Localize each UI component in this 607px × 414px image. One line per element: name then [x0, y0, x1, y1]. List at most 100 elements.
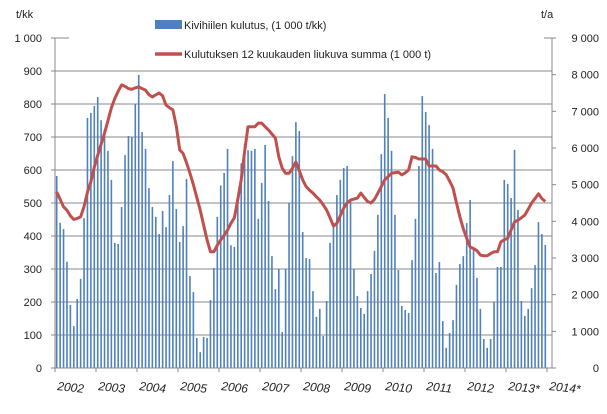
x-tick-label: 2006 [220, 379, 249, 396]
bar [373, 250, 376, 368]
bar [482, 338, 485, 368]
bar [390, 150, 393, 368]
bar [462, 256, 465, 368]
left-tick-label: 900 [24, 66, 42, 78]
bar [100, 120, 102, 368]
bar [493, 302, 495, 368]
bar [465, 223, 468, 368]
bar [250, 150, 253, 368]
bar [202, 336, 205, 368]
bar [254, 148, 256, 368]
bar [144, 148, 147, 368]
bar [107, 150, 109, 368]
bar [469, 200, 471, 368]
bar [486, 347, 489, 368]
bar [414, 218, 417, 368]
bar [424, 111, 427, 369]
bar [206, 337, 208, 368]
bar [377, 214, 379, 368]
bar [72, 326, 75, 368]
x-tick-label: 2005 [179, 379, 208, 396]
bar [472, 248, 475, 368]
bar [421, 96, 424, 368]
legend-bar-swatch [155, 20, 182, 29]
bar [137, 74, 140, 369]
bar [76, 299, 79, 368]
bar [182, 226, 184, 368]
left-tick-label: 500 [24, 198, 42, 210]
bar [383, 94, 386, 368]
bar [544, 244, 547, 368]
bar [349, 200, 352, 368]
bar [243, 143, 246, 368]
bar [124, 155, 126, 368]
right-tick-label: 1 000 [571, 326, 599, 338]
bar [336, 195, 338, 368]
rolling-sum-line [55, 83, 547, 258]
legend-bar-label: Kivihiilen kulutus, (1 000 t/kk) [184, 20, 326, 32]
bar [165, 227, 167, 368]
bar [277, 269, 280, 368]
left-tick-label: 300 [24, 264, 42, 276]
bar [339, 179, 342, 368]
bar [291, 156, 294, 368]
x-tick-label: 2012 [466, 379, 495, 396]
bar [230, 245, 232, 368]
bar [431, 148, 434, 368]
bar [523, 315, 526, 368]
bar [387, 117, 389, 368]
bar [476, 277, 478, 368]
right-tick-label: 3 000 [571, 253, 599, 265]
bar [192, 292, 195, 368]
bar [168, 195, 171, 368]
bar [189, 275, 191, 368]
bar [329, 242, 331, 368]
x-tick-label: 2011 [425, 379, 453, 396]
bar [418, 166, 420, 368]
line-series [55, 83, 547, 258]
bar [66, 261, 68, 368]
bar [380, 154, 383, 368]
bar [154, 216, 157, 368]
gridlines [55, 70, 552, 336]
x-tick-label: 2007 [261, 379, 291, 396]
bar [195, 337, 198, 368]
bar [233, 246, 236, 368]
left-axis-label: t/kk [16, 9, 34, 21]
x-tick-label: 2003 [97, 379, 126, 396]
bar [541, 234, 543, 368]
bar [271, 256, 273, 368]
left-tick-label: 700 [24, 132, 42, 144]
bar [96, 97, 99, 368]
bar [216, 216, 219, 368]
bar [356, 296, 359, 368]
right-tick-label: 8 000 [571, 70, 599, 82]
bar [455, 284, 458, 368]
x-tick-label: 2008 [302, 379, 331, 396]
bar [178, 241, 181, 368]
x-tick-label: 2010 [384, 379, 413, 396]
right-tick-label: 0 [593, 363, 599, 375]
bar [175, 208, 178, 368]
bar [445, 347, 448, 368]
bar [411, 260, 413, 368]
left-tick-label: 800 [24, 99, 42, 111]
left-tick-label: 600 [24, 165, 42, 177]
bar [517, 209, 519, 368]
bar [219, 185, 222, 368]
bar [247, 150, 249, 368]
bar [117, 243, 120, 368]
bar [55, 175, 58, 368]
legend: Kivihiilen kulutus, (1 000 t/kk) Kulutuk… [155, 20, 431, 61]
right-tick-label: 4 000 [571, 216, 599, 228]
bar [274, 289, 277, 368]
bar [103, 129, 106, 368]
left-tick-label: 1 000 [14, 33, 42, 45]
bar [69, 304, 72, 368]
bar [363, 313, 366, 368]
x-tick-label: 2009 [343, 379, 372, 396]
bar [500, 267, 502, 368]
bar [438, 262, 441, 368]
bar [534, 265, 536, 368]
bar-series [55, 74, 547, 369]
